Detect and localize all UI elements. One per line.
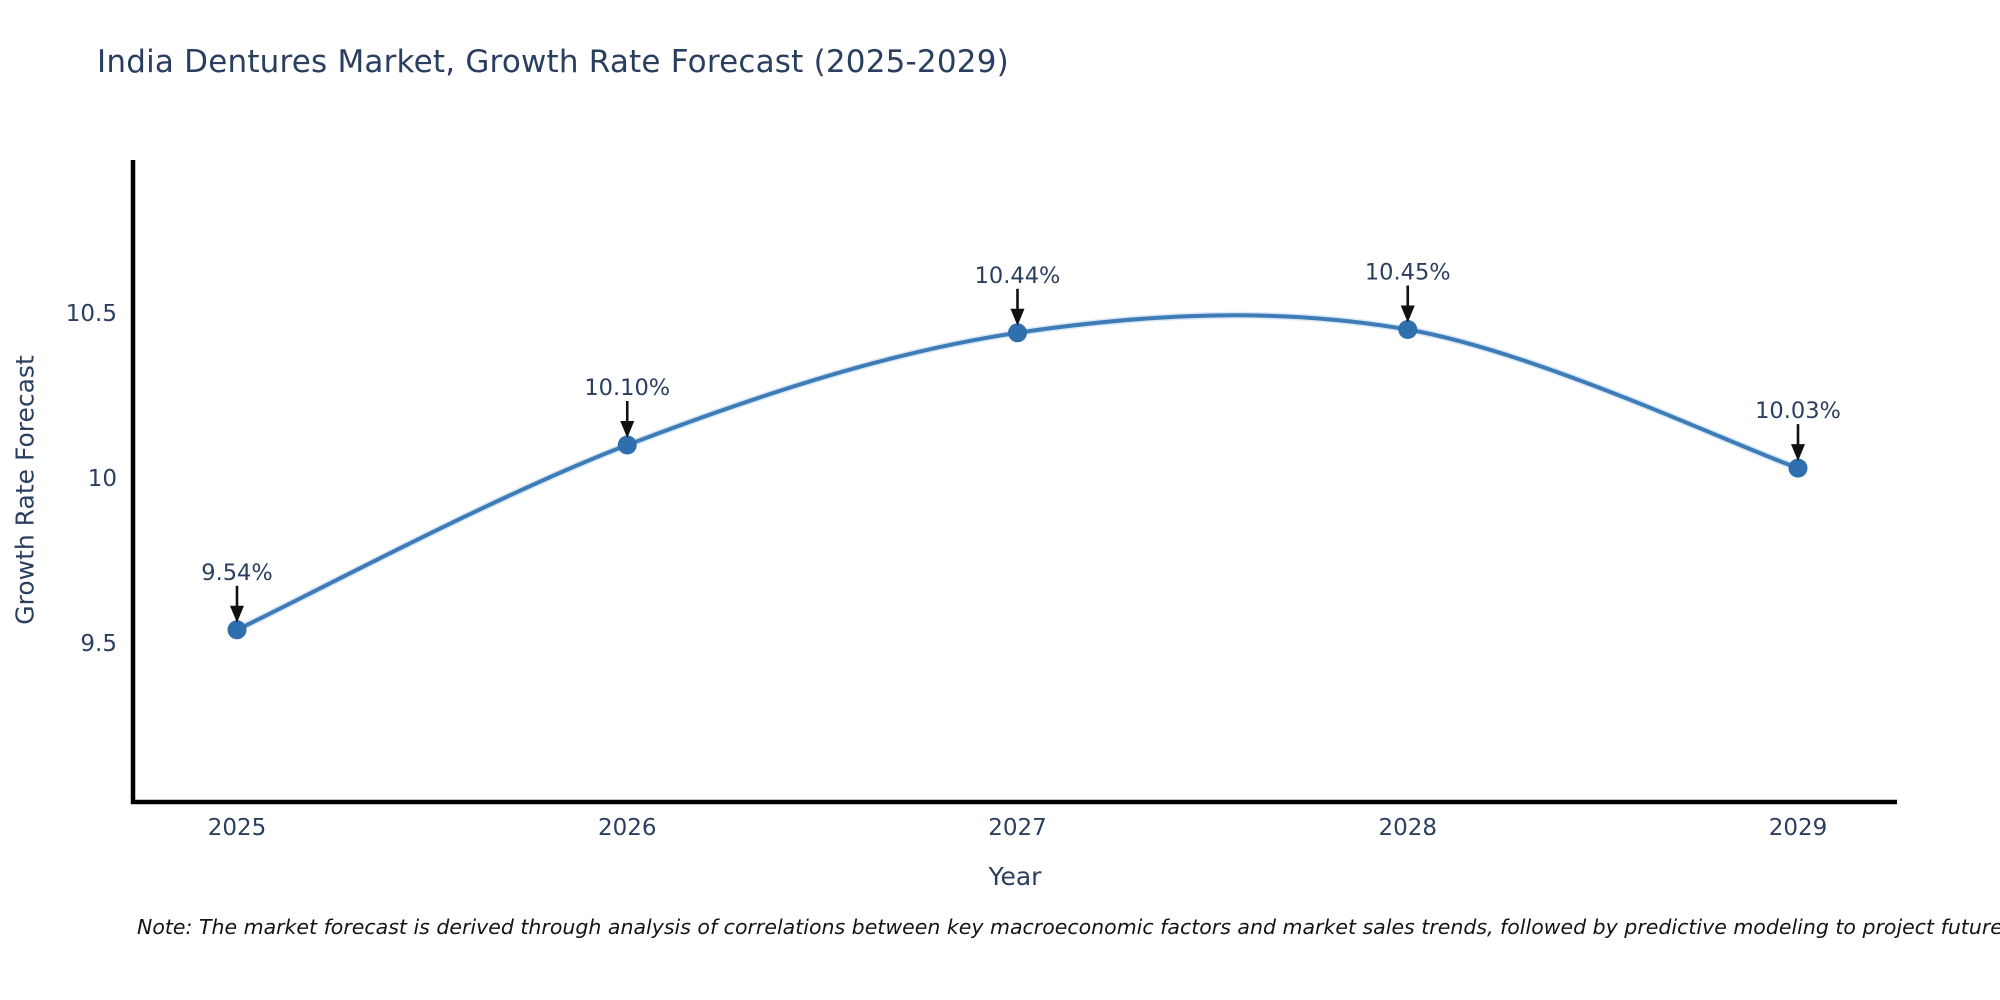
y-tick-label: 9.5 bbox=[80, 631, 117, 657]
data-point-marker bbox=[227, 620, 247, 640]
x-tick-label: 2028 bbox=[1378, 815, 1437, 841]
trend-line-halo bbox=[233, 311, 1802, 634]
footnote: Note: The market forecast is derived thr… bbox=[137, 915, 2000, 939]
y-tick-label: 10.5 bbox=[66, 301, 117, 327]
y-tick-label: 10 bbox=[88, 466, 117, 492]
x-tick-label: 2026 bbox=[598, 815, 657, 841]
data-point-label: 9.54% bbox=[201, 560, 272, 586]
data-point-label: 10.03% bbox=[1755, 398, 1841, 424]
annotation-arrow-head bbox=[1791, 444, 1805, 462]
annotation-arrow-head bbox=[230, 605, 244, 623]
data-point-label: 10.45% bbox=[1365, 260, 1451, 286]
data-point-marker bbox=[1398, 320, 1418, 339]
annotation-arrow-head bbox=[1010, 308, 1025, 326]
data-point-label: 10.44% bbox=[975, 263, 1061, 289]
data-point-label: 10.10% bbox=[584, 375, 670, 401]
data-point-marker bbox=[1788, 458, 1808, 478]
chart-title: India Dentures Market, Growth Rate Forec… bbox=[97, 44, 1009, 80]
data-point-marker bbox=[1008, 323, 1027, 343]
annotation-arrow-head bbox=[1400, 305, 1415, 323]
x-axis-title: Year bbox=[988, 862, 1042, 891]
trend-line bbox=[235, 313, 1800, 632]
x-tick-label: 2027 bbox=[988, 815, 1047, 841]
annotation-arrow-head bbox=[620, 421, 635, 438]
x-tick-label: 2025 bbox=[208, 815, 267, 841]
data-point-marker bbox=[617, 435, 637, 455]
y-axis-title: Growth Rate Forecast bbox=[10, 355, 40, 625]
x-tick-label: 2029 bbox=[1769, 815, 1828, 841]
